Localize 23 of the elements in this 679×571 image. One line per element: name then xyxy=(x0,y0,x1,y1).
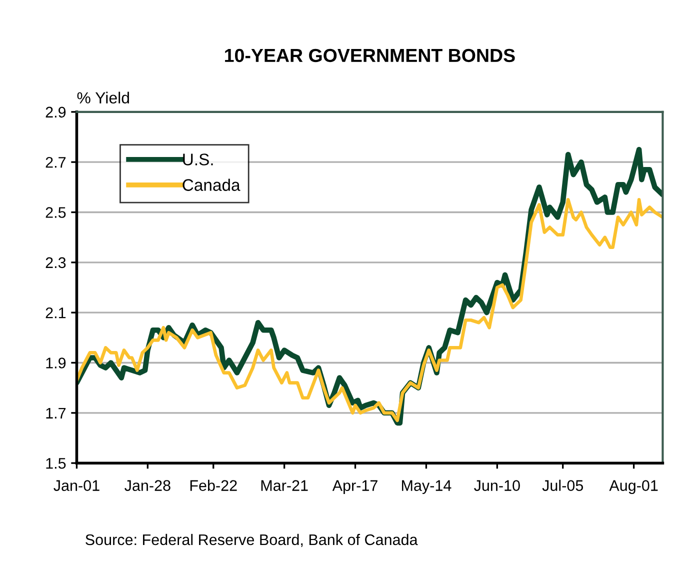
source-note: Source: Federal Reserve Board, Bank of Canada xyxy=(86,534,418,547)
x-tick-label: Mar-21 xyxy=(261,480,308,491)
chart-title: 10-YEAR GOVERNMENT BONDS xyxy=(225,48,515,62)
y-tick-label: 2.9 xyxy=(46,106,66,118)
y-tick-label: 2.7 xyxy=(46,156,66,168)
y-tick-label: 2.5 xyxy=(46,207,66,218)
y-tick-label: 2.3 xyxy=(46,257,66,268)
line-series xyxy=(76,198,663,422)
x-tick-label: Jun-10 xyxy=(474,480,520,491)
y-tick-label: 1.5 xyxy=(46,458,66,469)
y-axis-title: % Yield xyxy=(77,92,129,104)
x-tick-label: Jan-28 xyxy=(124,480,170,491)
x-tick-label: Jan-01 xyxy=(54,480,100,491)
y-tick-label: 1.9 xyxy=(46,358,66,368)
x-tick-label: May-14 xyxy=(402,480,452,494)
x-tick-label: Jul-05 xyxy=(542,480,584,491)
legend-label: Canada xyxy=(182,178,240,191)
x-tick-label: Aug-01 xyxy=(609,480,658,494)
y-tick-label: 2.1 xyxy=(46,307,66,318)
x-tick-label: Feb-22 xyxy=(190,480,237,491)
x-tick-label: Apr-17 xyxy=(332,480,378,494)
legend-label: U.S. xyxy=(183,154,213,166)
y-tick-label: 1.7 xyxy=(46,408,66,418)
